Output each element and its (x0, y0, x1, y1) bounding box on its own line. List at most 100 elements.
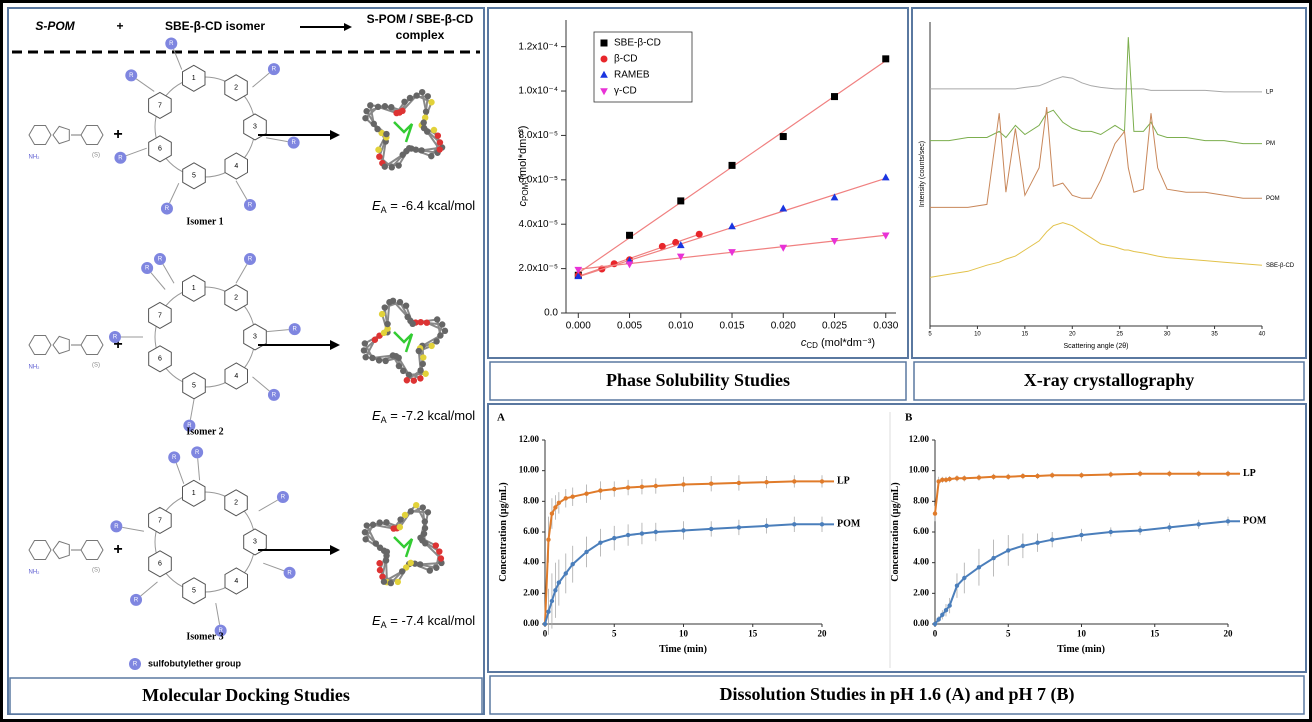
substituent-label: R (133, 662, 138, 668)
energy-value: = -6.4 kcal/mol (387, 198, 476, 213)
marker (600, 55, 608, 63)
substituent (287, 136, 300, 149)
energy-value: = -7.4 kcal/mol (387, 613, 476, 628)
axis-label-main: Time (min) (1057, 644, 1105, 655)
arrowhead (330, 130, 340, 140)
x-tick-label: 20 (818, 628, 828, 638)
complex-atom (416, 561, 424, 568)
marker (991, 474, 996, 479)
marker (1196, 471, 1201, 476)
marker (549, 598, 555, 604)
substituent-label: R (272, 67, 277, 73)
substituent-bond (162, 264, 175, 284)
marker (779, 133, 787, 141)
marker (728, 222, 736, 230)
substituent (267, 388, 280, 401)
substituent-label: R (114, 524, 119, 530)
complex-atom (383, 548, 391, 556)
complex-atom (375, 357, 383, 364)
substituent-bond (197, 458, 201, 481)
complex-atom (388, 103, 395, 111)
complex-atom (376, 153, 383, 160)
marker (1079, 532, 1084, 538)
complex-bond (424, 542, 442, 560)
y-tick-label: 2.00 (913, 587, 929, 597)
caption: Phase Solubility Studies (606, 370, 790, 390)
y-axis-label: Concentration (µg/mL) (498, 482, 509, 581)
stereo-label: (S) (92, 568, 100, 574)
substituent (288, 323, 301, 336)
axis-label-subscript: CD (806, 341, 818, 350)
marker (681, 528, 686, 533)
legend-box (593, 31, 693, 103)
marker (598, 540, 603, 545)
substituent-bond (189, 397, 195, 420)
guest-molecule (393, 331, 414, 353)
complex-atom (402, 564, 410, 571)
marker (1020, 473, 1026, 479)
legend-label: sulfobutylether group (148, 658, 241, 668)
ring-number: 6 (158, 356, 162, 363)
complex-atom (372, 540, 380, 547)
x-tick-label: 5 (612, 628, 617, 638)
ring-number: 7 (158, 102, 162, 109)
substituent (110, 520, 123, 533)
series-label: LP (1266, 89, 1273, 95)
complex-atom (403, 377, 411, 384)
marker (709, 481, 714, 486)
complex-atom (409, 320, 416, 328)
marker (625, 532, 631, 538)
substituent (214, 624, 227, 637)
substituent-label: R (169, 41, 174, 47)
marker (600, 70, 608, 78)
energy-subscript: A (381, 415, 387, 425)
ring-number: 3 (253, 539, 257, 546)
marker (546, 609, 551, 614)
legend-swatch (129, 658, 141, 670)
complex-atom (439, 321, 446, 328)
complex-atom (381, 103, 389, 110)
marker (976, 565, 982, 570)
amine-label: NH₂ (29, 155, 41, 161)
substituent-bond (258, 499, 278, 512)
marker (672, 238, 680, 246)
marker (600, 39, 608, 47)
complex-atom (396, 298, 404, 306)
x-tick-label: 5 (1006, 628, 1011, 638)
complex-atom (399, 151, 406, 158)
y-tick-label: 6.00 (913, 526, 929, 536)
complex-atom (420, 354, 427, 361)
complex-atom (362, 114, 369, 122)
y-tick-label: 12.00 (909, 434, 930, 444)
complex-atom (437, 555, 445, 562)
sugar-ring (148, 550, 172, 578)
series-label: POM (1266, 196, 1280, 202)
x-tick-label: 0.000 (566, 321, 591, 332)
marker (612, 486, 617, 492)
stereo-label: (S) (92, 363, 100, 369)
marker (736, 480, 742, 486)
marker (1035, 540, 1040, 545)
x-axis-label: Time (min) (659, 644, 707, 655)
sugar-ring (148, 506, 172, 534)
isomer-label: Isomer 2 (186, 426, 223, 437)
axis-label-main: Scattering angle (2θ) (1064, 343, 1129, 350)
complex-bond (365, 525, 377, 544)
header-ligand: S-POM (35, 19, 75, 33)
series-label: PM (1266, 141, 1275, 147)
complex-atom (419, 360, 427, 368)
guest-molecule (393, 121, 414, 143)
marker (962, 575, 967, 581)
legend-label: β-CD (614, 54, 638, 65)
energy-subscript: A (381, 205, 387, 215)
complex-atom (423, 128, 431, 135)
substituent-bond (265, 137, 288, 143)
caption: Molecular Docking Studies (142, 685, 350, 705)
sugar-ring (182, 162, 206, 190)
xray-panel (911, 7, 1307, 359)
y-tick-label: 0.00 (523, 618, 539, 628)
x-tick-label: 15 (748, 628, 758, 638)
substituent-label: R (281, 495, 286, 501)
substituent (141, 262, 154, 275)
marker (736, 525, 742, 530)
